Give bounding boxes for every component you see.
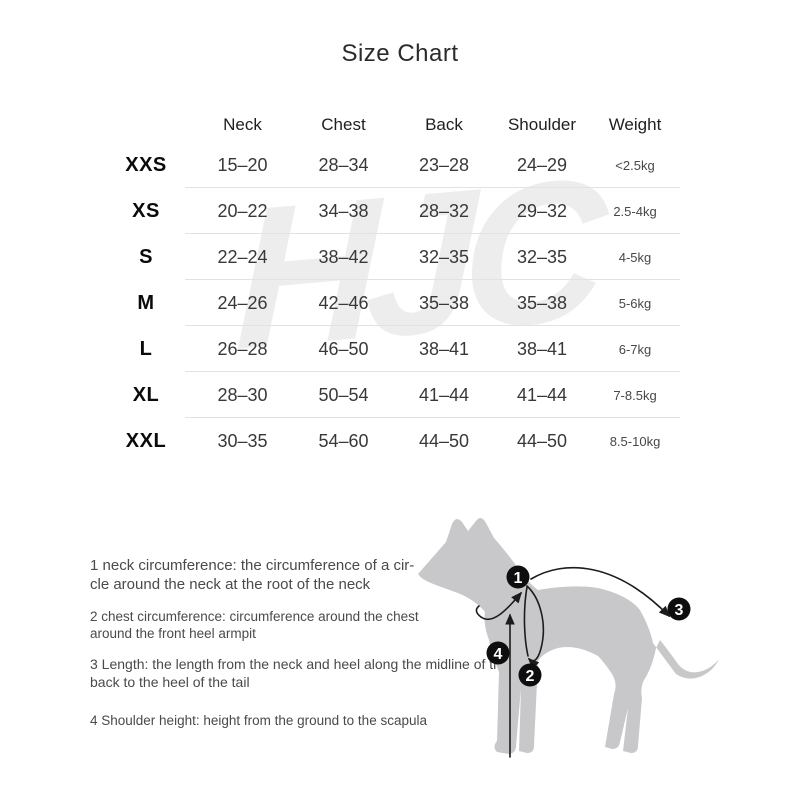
size-label: XXS	[125, 153, 167, 176]
marker-4-circle	[486, 641, 510, 665]
marker-3-number: 3	[675, 602, 684, 619]
column-header-chest: Chest	[321, 115, 366, 134]
weight-value: <2.5kg	[615, 157, 655, 173]
weight-value: 2.5-4kg	[613, 203, 657, 219]
chest-value: 34–38	[318, 200, 369, 221]
neck-value: 22–24	[217, 246, 268, 267]
table-row-m: M 24–26 42–46 35–38 35–38 5-6kg	[100, 280, 680, 326]
row-divider	[185, 187, 680, 188]
row-divider	[185, 371, 680, 372]
dog-silhouette	[418, 517, 719, 754]
neck-value: 30–35	[217, 430, 268, 451]
row-divider	[185, 325, 680, 326]
row-divider	[185, 279, 680, 280]
size-label: XS	[132, 199, 160, 222]
note-neck-circumference: 1 neck circumference: the circumference …	[90, 557, 415, 594]
column-header-weight: Weight	[608, 115, 662, 134]
column-header-back: Back	[425, 115, 463, 134]
marker-4: 4	[486, 641, 510, 665]
neck-value: 24–26	[217, 292, 268, 313]
back-value: 38–41	[418, 338, 470, 359]
shoulder-value: 41–44	[516, 384, 568, 405]
weight-value: 5-6kg	[618, 295, 652, 311]
shoulder-value: 29–32	[516, 200, 568, 221]
back-value: 41–44	[418, 384, 470, 405]
back-length-arrow	[530, 566, 671, 618]
table-row-xxs: XXS 15–20 28–34 23–28 24–29 <2.5kg	[100, 142, 680, 188]
back-value: 23–28	[418, 154, 470, 175]
column-header-shoulder: Shoulder	[507, 115, 577, 134]
shoulder-value: 32–35	[516, 246, 568, 267]
row-divider	[185, 233, 680, 234]
weight-value: 4-5kg	[618, 249, 652, 265]
page-title: Size Chart	[341, 40, 459, 67]
table-row-s: S 22–24 38–42 32–35 32–35 4-5kg	[100, 234, 680, 280]
table-row-xl: XL 28–30 50–54 41–44 41–44 7-8.5kg	[100, 372, 680, 418]
dog-measurement-diagram: 1 2 3 4	[418, 517, 719, 758]
marker-2-circle	[518, 663, 542, 687]
neck-value: 15–20	[217, 154, 268, 175]
size-label: M	[137, 291, 155, 314]
marker-1-circle	[506, 565, 530, 589]
chest-value: 50–54	[318, 384, 369, 405]
weight-value: 8.5-10kg	[609, 433, 661, 449]
neck-value: 28–30	[217, 384, 268, 405]
shoulder-value: 44–50	[516, 430, 568, 451]
back-value: 32–35	[418, 246, 470, 267]
marker-4-number: 4	[494, 646, 503, 663]
size-label: XL	[132, 383, 160, 406]
chest-value: 46–50	[318, 338, 369, 359]
chest-value: 42–46	[318, 292, 369, 313]
note-back-length: 3 Length: the length from the neck and h…	[90, 656, 509, 690]
neck-measure-hook	[475, 605, 482, 618]
marker-1-number: 1	[514, 570, 523, 587]
shoulder-value: 38–41	[516, 338, 568, 359]
back-value: 44–50	[418, 430, 470, 451]
chest-value: 28–34	[318, 154, 369, 175]
marker-3: 3	[667, 597, 691, 621]
neck-measure-arrow	[480, 591, 523, 620]
back-value: 28–32	[418, 200, 470, 221]
table-row-xxl: XXL 30–35 54–60 44–50 44–50 8.5-10kg	[100, 418, 680, 464]
chest-value: 54–60	[318, 430, 369, 451]
back-value: 35–38	[418, 292, 470, 313]
size-label: XXL	[125, 429, 167, 452]
column-header-neck: Neck	[223, 115, 262, 134]
size-label: S	[139, 245, 153, 268]
neck-value: 20–22	[217, 200, 268, 221]
weight-value: 6-7kg	[618, 341, 652, 357]
size-label: L	[139, 337, 153, 360]
row-divider	[185, 417, 680, 418]
table-row-xs: XS 20–22 34–38 28–32 29–32 2.5-4kg	[100, 188, 680, 234]
size-table: Neck Chest Back Shoulder Weight XXS 15–2…	[100, 108, 680, 464]
marker-2-number: 2	[526, 668, 535, 685]
table-header-row: Neck Chest Back Shoulder Weight	[100, 108, 680, 142]
chest-measure-loop-left	[523, 586, 529, 657]
marker-2: 2	[518, 663, 542, 687]
marker-3-circle	[667, 597, 691, 621]
table-row-l: L 26–28 46–50 38–41 38–41 6-7kg	[100, 326, 680, 372]
weight-value: 7-8.5kg	[613, 387, 657, 403]
chest-measure-arrow	[526, 585, 545, 670]
neck-value: 26–28	[217, 338, 268, 359]
marker-1: 1	[506, 565, 530, 589]
shoulder-value: 35–38	[516, 292, 568, 313]
note-shoulder-height: 4 Shoulder height: height from the groun…	[90, 713, 427, 728]
shoulder-value: 24–29	[516, 154, 568, 175]
note-chest-circumference: 2 chest circumference: circumference aro…	[90, 609, 419, 642]
chest-value: 38–42	[318, 246, 369, 267]
